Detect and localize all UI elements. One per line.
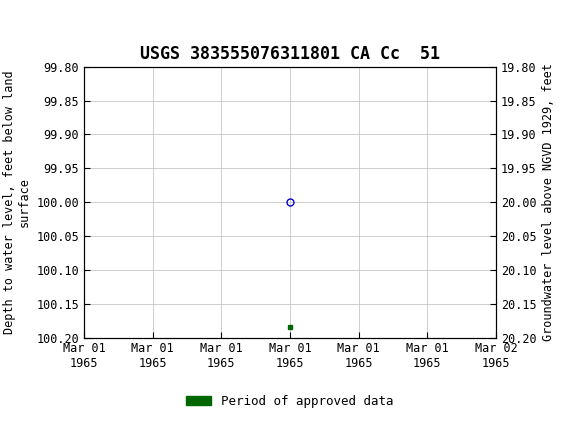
Legend: Period of approved data: Period of approved data xyxy=(181,390,399,412)
Y-axis label: Groundwater level above NGVD 1929, feet: Groundwater level above NGVD 1929, feet xyxy=(542,63,555,341)
Y-axis label: Depth to water level, feet below land
surface: Depth to water level, feet below land su… xyxy=(3,70,31,334)
Text: ▒USGS: ▒USGS xyxy=(14,12,69,34)
Text: USGS 383555076311801 CA Cc  51: USGS 383555076311801 CA Cc 51 xyxy=(140,45,440,63)
